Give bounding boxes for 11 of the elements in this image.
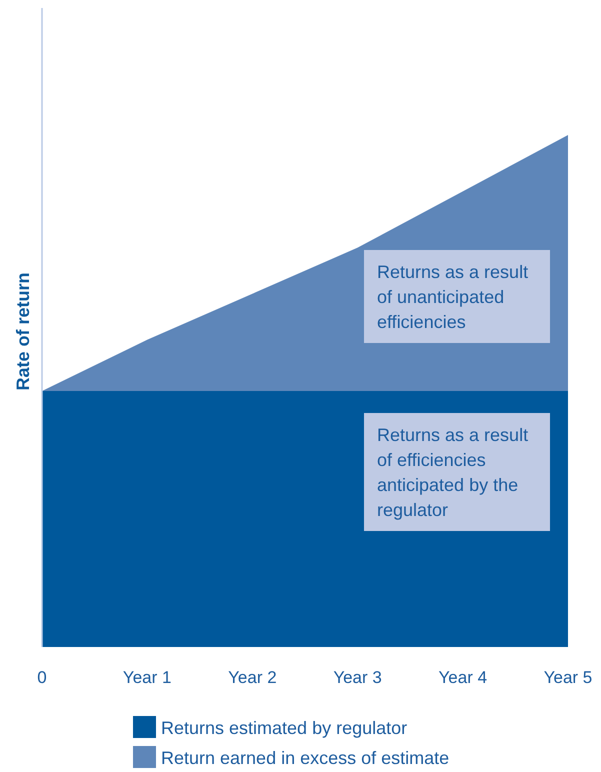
- legend-label: Returns estimated by regulator: [161, 718, 408, 738]
- x-tick-label: 0: [37, 668, 47, 687]
- x-tick-label: Year 2: [228, 668, 277, 687]
- x-tick-label: Year 3: [333, 668, 382, 687]
- y-axis-title: Rate of return: [13, 272, 33, 391]
- annotation: Returns as a result of unanticipated efficiencies: [377, 262, 528, 332]
- x-tick-label: Year 4: [438, 668, 488, 687]
- annotation: Returns as a result of efficiencies anticipated by the regulator: [377, 425, 528, 520]
- legend-label: Return earned in excess of estimate: [161, 748, 450, 768]
- x-tick-label: Year 5: [544, 668, 592, 687]
- x-tick-label: Year 1: [122, 668, 172, 687]
